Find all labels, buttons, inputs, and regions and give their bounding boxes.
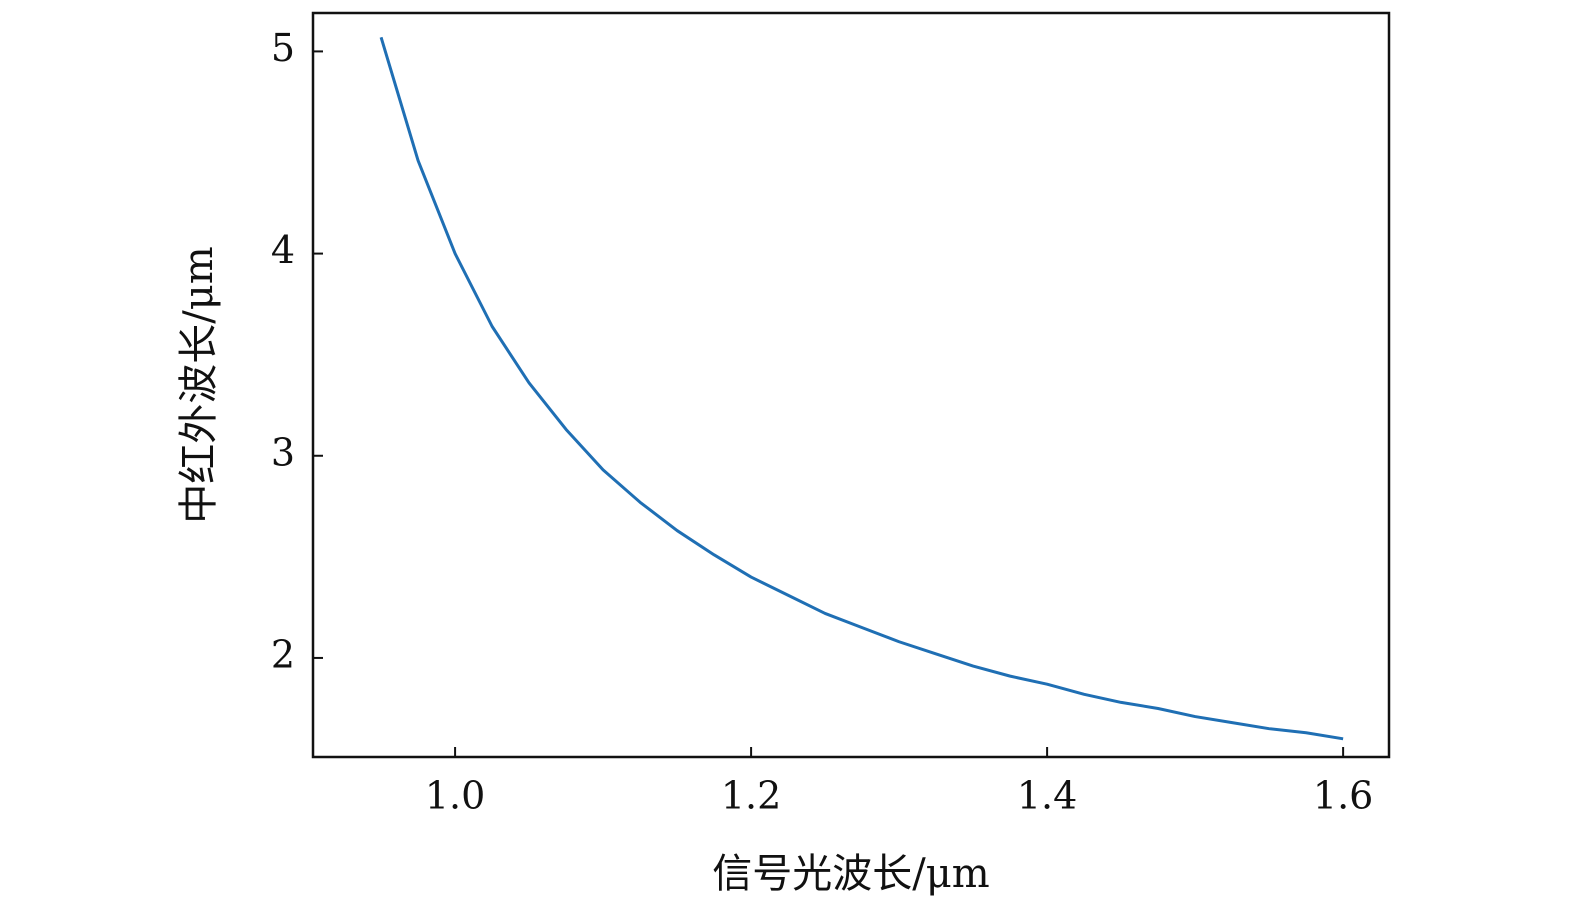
x-tick-label: 1.0 [425, 774, 485, 818]
x-tick-label: 1.4 [1017, 774, 1077, 818]
x-axis-title: 信号光波长/μm [712, 851, 989, 897]
y-tick-label: 4 [271, 228, 295, 272]
x-tick-label: 1.6 [1313, 774, 1373, 818]
y-tick-label: 5 [271, 26, 295, 70]
y-tick-label: 2 [271, 632, 295, 676]
line-series [379, 36, 1344, 741]
y-axis-title: 中红外波长/μm [176, 246, 222, 523]
y-tick-label: 3 [271, 430, 295, 474]
plot-frame [311, 11, 1391, 759]
x-tick-label: 1.2 [721, 774, 781, 818]
